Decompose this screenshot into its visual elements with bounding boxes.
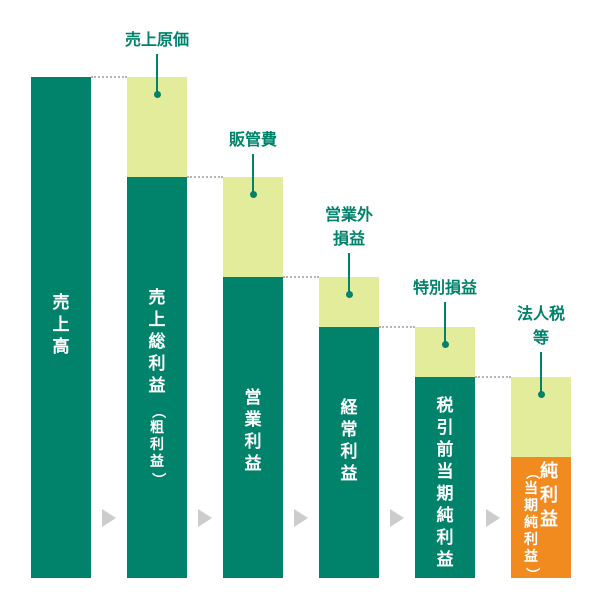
dotted-connector: [475, 376, 511, 378]
leader-line: [156, 54, 158, 94]
bar-net_profit: [511, 457, 571, 578]
deduction-label-non_operating: 営業外 損益: [324, 205, 374, 248]
dotted-connector: [91, 76, 127, 78]
leader-dot: [153, 90, 161, 98]
bar-operating_profit: [223, 277, 283, 578]
dotted-connector: [283, 276, 319, 278]
bar-pretax_profit: [415, 377, 475, 578]
bar-label-gross_profit: 売上総利益（粗利益）: [148, 288, 166, 487]
leader-dot: [441, 340, 449, 348]
bar-sales: [31, 77, 91, 578]
leader-line: [252, 154, 254, 194]
step-arrow-icon: [390, 509, 404, 527]
dotted-connector: [379, 326, 415, 328]
bar-sublabel-gross_profit: （粗利益）: [149, 404, 166, 487]
step-arrow-icon: [486, 509, 500, 527]
bar-label-net_profit: （当期純利益）純利益: [523, 461, 559, 582]
deduction-label-extraordinary: 特別損益: [412, 278, 478, 297]
leader-line: [348, 253, 350, 294]
bar-sublabel-net_profit: （当期純利益）: [523, 465, 540, 582]
step-arrow-icon: [102, 509, 116, 527]
bar-label-operating_profit: 営業利益: [244, 388, 262, 474]
bar-label-sales: 売上高: [52, 293, 70, 357]
leader-line: [444, 302, 446, 344]
dotted-connector: [187, 176, 223, 178]
deduction-label-cost_of_sales: 売上原価: [124, 30, 190, 49]
leader-dot: [249, 190, 257, 198]
leader-line: [540, 352, 542, 394]
deduction-label-taxes: 法人税等: [516, 304, 566, 347]
bar-label-pretax_profit: 税引前当期純利益: [436, 396, 454, 570]
step-arrow-icon: [198, 509, 212, 527]
bar-label-ordinary_profit: 経常利益: [340, 398, 358, 484]
deduction-label-sga: 販管費: [228, 130, 278, 149]
leader-dot: [537, 390, 545, 398]
leader-dot: [345, 290, 353, 298]
bar-ordinary_profit: [319, 327, 379, 578]
step-arrow-icon: [294, 509, 308, 527]
bar-gross_profit: [127, 177, 187, 578]
